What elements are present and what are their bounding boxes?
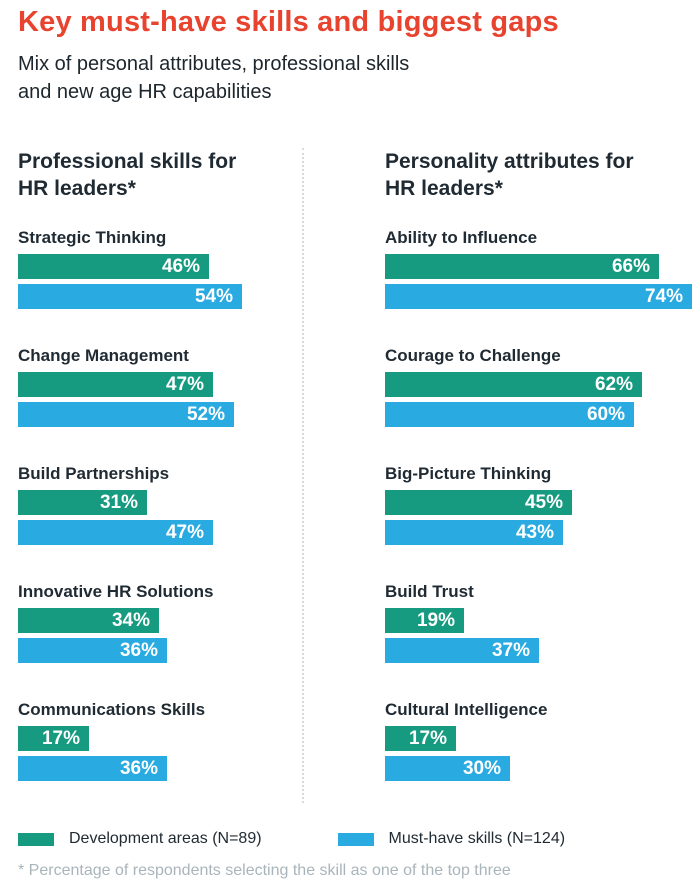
- bar-value-label: 62%: [594, 374, 633, 395]
- development-areas-bar: 17%: [18, 726, 89, 751]
- bar-value-label: 43%: [515, 522, 554, 543]
- skill-label: Change Management: [18, 346, 189, 365]
- page-title: Key must-have skills and biggest gaps: [18, 6, 559, 38]
- skill-label: Courage to Challenge: [385, 346, 561, 365]
- skill-label: Big-Picture Thinking: [385, 464, 552, 483]
- development-areas-bar: 31%: [18, 490, 147, 515]
- must-have-skills-bar: 30%: [385, 756, 510, 781]
- skill-group: Big-Picture Thinking 45% 43%: [385, 464, 697, 545]
- bar-value-label: 36%: [119, 640, 158, 661]
- skill-group: Build Trust 19% 37%: [385, 582, 697, 663]
- bar-group-list-professional-skills: Strategic Thinking 46% 54% Change Managemen…: [18, 228, 296, 781]
- skill-group: Communications Skills 17% 36%: [18, 700, 296, 781]
- panel-heading-line-1: Personality attributes for: [385, 150, 634, 173]
- bar-value-label: 54%: [194, 286, 233, 307]
- column-divider: [302, 148, 304, 803]
- bar-value-label: 37%: [491, 640, 530, 661]
- skill-group: Courage to Challenge 62% 60%: [385, 346, 697, 427]
- must-have-skills-bar: 54%: [18, 284, 242, 309]
- bar-value-label: 17%: [41, 728, 80, 749]
- panel-personality-attributes: Personality attributes for HR leaders* A…: [385, 148, 697, 818]
- skill-label: Build Trust: [385, 582, 474, 601]
- legend-swatch-must-have-skills: [337, 832, 374, 846]
- bar-value-label: 52%: [186, 404, 225, 425]
- skill-label: Build Partnerships: [18, 464, 170, 483]
- footnote: * Percentage of respondents selecting th…: [18, 862, 511, 879]
- development-areas-bar: 34%: [18, 608, 159, 633]
- skill-group: Innovative HR Solutions 34% 36%: [18, 582, 296, 663]
- panel-heading-line-1: Professional skills for: [18, 150, 237, 173]
- bar-value-label: 47%: [165, 522, 204, 543]
- bar-group-list-personality-attributes: Ability to Influence 66% 74% Courage to Cha…: [385, 228, 697, 781]
- panel-heading-personality-attributes: Personality attributes for HR leaders*: [385, 148, 697, 202]
- legend-swatch-development-areas: [18, 832, 54, 846]
- development-areas-bar: 19%: [385, 608, 464, 633]
- page-subtitle-line-1: Mix of personal attributes, professional…: [18, 53, 410, 75]
- bar-value-label: 66%: [611, 256, 650, 277]
- bar-value-label: 46%: [161, 256, 200, 277]
- development-areas-bar: 17%: [385, 726, 456, 751]
- panel-professional-skills: Professional skills for HR leaders* Stra…: [18, 148, 296, 818]
- bar-value-label: 30%: [462, 758, 501, 779]
- development-areas-bar: 47%: [18, 372, 213, 397]
- must-have-skills-bar: 52%: [18, 402, 234, 427]
- bar-value-label: 36%: [119, 758, 158, 779]
- must-have-skills-bar: 60%: [385, 402, 634, 427]
- skill-label: Communications Skills: [18, 700, 206, 719]
- legend-label-development-areas: Development areas (N=89): [69, 830, 262, 847]
- skill-label: Ability to Influence: [385, 228, 538, 247]
- skill-label: Strategic Thinking: [18, 228, 167, 247]
- panel-heading-line-2: HR leaders*: [18, 177, 136, 200]
- bar-value-label: 19%: [416, 610, 455, 631]
- skill-group: Change Management 47% 52%: [18, 346, 296, 427]
- page-subtitle-line-2: and new age HR capabilities: [18, 81, 272, 103]
- panel-heading-line-2: HR leaders*: [385, 177, 503, 200]
- bar-value-label: 74%: [644, 286, 683, 307]
- legend: Development areas (N=89) Must-have skill…: [18, 830, 565, 848]
- skill-group: Ability to Influence 66% 74%: [385, 228, 697, 309]
- page-subtitle: Mix of personal attributes, professional…: [18, 50, 409, 106]
- bar-value-label: 31%: [99, 492, 138, 513]
- must-have-skills-bar: 36%: [18, 756, 167, 781]
- bar-value-label: 45%: [524, 492, 563, 513]
- bar-value-label: 34%: [111, 610, 150, 631]
- skill-group: Strategic Thinking 46% 54%: [18, 228, 296, 309]
- bar-value-label: 60%: [586, 404, 625, 425]
- development-areas-bar: 46%: [18, 254, 209, 279]
- must-have-skills-bar: 43%: [385, 520, 563, 545]
- development-areas-bar: 62%: [385, 372, 642, 397]
- must-have-skills-bar: 36%: [18, 638, 167, 663]
- must-have-skills-bar: 74%: [385, 284, 692, 309]
- legend-label-must-have-skills: Must-have skills (N=124): [388, 830, 566, 847]
- skill-label: Innovative HR Solutions: [18, 582, 214, 601]
- development-areas-bar: 45%: [385, 490, 572, 515]
- bar-value-label: 17%: [408, 728, 447, 749]
- skill-label: Cultural Intelligence: [385, 700, 548, 719]
- bar-value-label: 47%: [165, 374, 204, 395]
- skill-group: Build Partnerships 31% 47%: [18, 464, 296, 545]
- must-have-skills-bar: 47%: [18, 520, 213, 545]
- development-areas-bar: 66%: [385, 254, 659, 279]
- panel-heading-professional-skills: Professional skills for HR leaders*: [18, 148, 296, 202]
- skill-group: Cultural Intelligence 17% 30%: [385, 700, 697, 781]
- must-have-skills-bar: 37%: [385, 638, 539, 663]
